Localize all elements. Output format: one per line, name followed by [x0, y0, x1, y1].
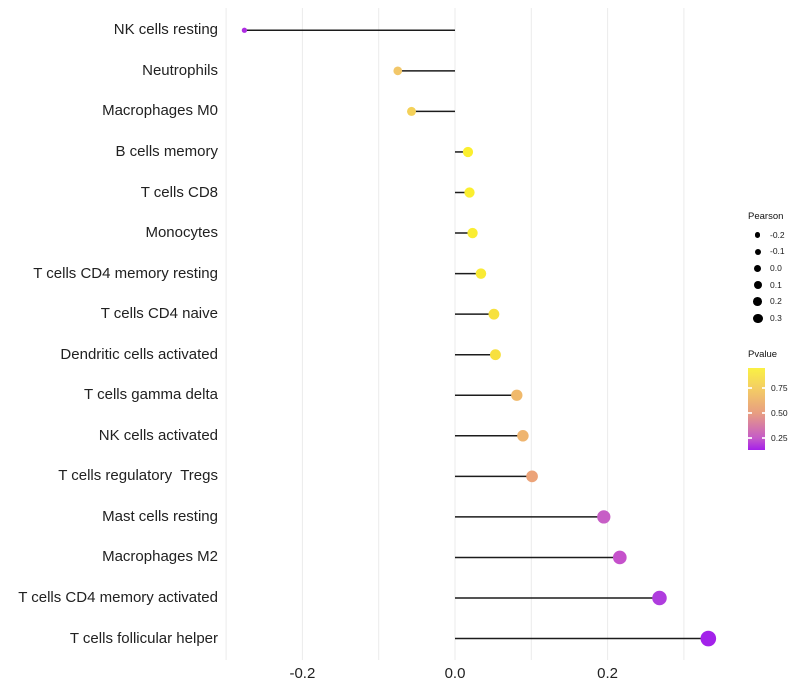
gradient-tick-mark-right [761, 387, 765, 389]
y-axis-label: B cells memory [115, 142, 218, 160]
gradient-tick-mark-left [748, 387, 752, 389]
y-axis-label: NK cells activated [98, 426, 218, 444]
size-legend-dot [754, 264, 762, 272]
gradient-tick-mark-left [748, 437, 752, 439]
lollipop-dot [612, 550, 627, 565]
lollipop-dot [467, 227, 478, 239]
lollipop-dot [393, 66, 403, 76]
x-axis-tick-label: -0.2 [289, 665, 316, 682]
y-axis-label: T cells gamma delta [84, 386, 218, 404]
y-axis-label: T cells follicular helper [69, 629, 218, 647]
lollipop-dot [475, 268, 487, 279]
lollipop-dot [700, 630, 717, 647]
lollipop-dot [517, 430, 529, 442]
lollipop-dot [464, 187, 475, 198]
lollipop-dot [597, 510, 611, 524]
size-legend-label: 0.3 [770, 313, 782, 323]
color-legend-tick-label: 0.25 [771, 432, 788, 443]
x-axis-tick-label: 0.0 [444, 665, 466, 682]
size-legend-label: -0.2 [770, 229, 785, 240]
lollipop-dot [241, 27, 248, 33]
size-legend-label: 0.0 [770, 262, 782, 273]
lollipop-dot [652, 590, 667, 606]
size-legend-label: 0.2 [770, 296, 782, 307]
size-legend-title: Pearson [748, 211, 784, 222]
y-axis-label: Dendritic cells activated [60, 345, 218, 363]
size-legend-label: -0.1 [770, 246, 785, 257]
y-axis-label: Macrophages M2 [102, 548, 218, 566]
x-axis-tick-label: 0.2 [597, 665, 619, 682]
gradient-tick-mark-right [761, 437, 765, 439]
color-legend-title: Pvalue [748, 349, 778, 360]
y-axis-label: T cells CD8 [140, 183, 218, 201]
y-axis-label: T cells CD4 memory resting [33, 264, 218, 282]
y-axis-label: Neutrophils [142, 61, 218, 79]
y-axis-label: NK cells resting [113, 21, 218, 39]
color-legend-tick-label: 0.50 [771, 407, 788, 418]
pvalue-gradient-bar [748, 368, 765, 450]
color-legend-tick-label: 0.75 [771, 382, 788, 393]
size-legend-dot [754, 248, 761, 255]
gradient-tick-mark-right [761, 412, 765, 414]
y-axis-label: T cells CD4 memory activated [18, 589, 218, 606]
lollipop-dot [462, 146, 474, 158]
size-legend-dot [753, 281, 762, 290]
gradient-tick-mark-left [748, 412, 752, 414]
lollipop-dot [488, 308, 500, 320]
y-axis-label: Monocytes [145, 224, 218, 242]
size-legend-dot [753, 297, 763, 307]
y-axis-label: T cells CD4 naive [100, 305, 218, 323]
size-legend-dot [752, 313, 763, 324]
lollipop-dot [511, 389, 523, 401]
y-axis-label: Mast cells resting [102, 507, 218, 525]
size-legend-label: 0.1 [770, 279, 782, 290]
lollipop-dot [490, 349, 501, 361]
lollipop-dot [407, 106, 417, 116]
lollipop-dot [526, 470, 538, 483]
size-legend-dot [755, 232, 761, 238]
y-axis-label: Macrophages M0 [102, 102, 218, 120]
y-axis-label: T cells regulatory Tregs [58, 467, 218, 485]
